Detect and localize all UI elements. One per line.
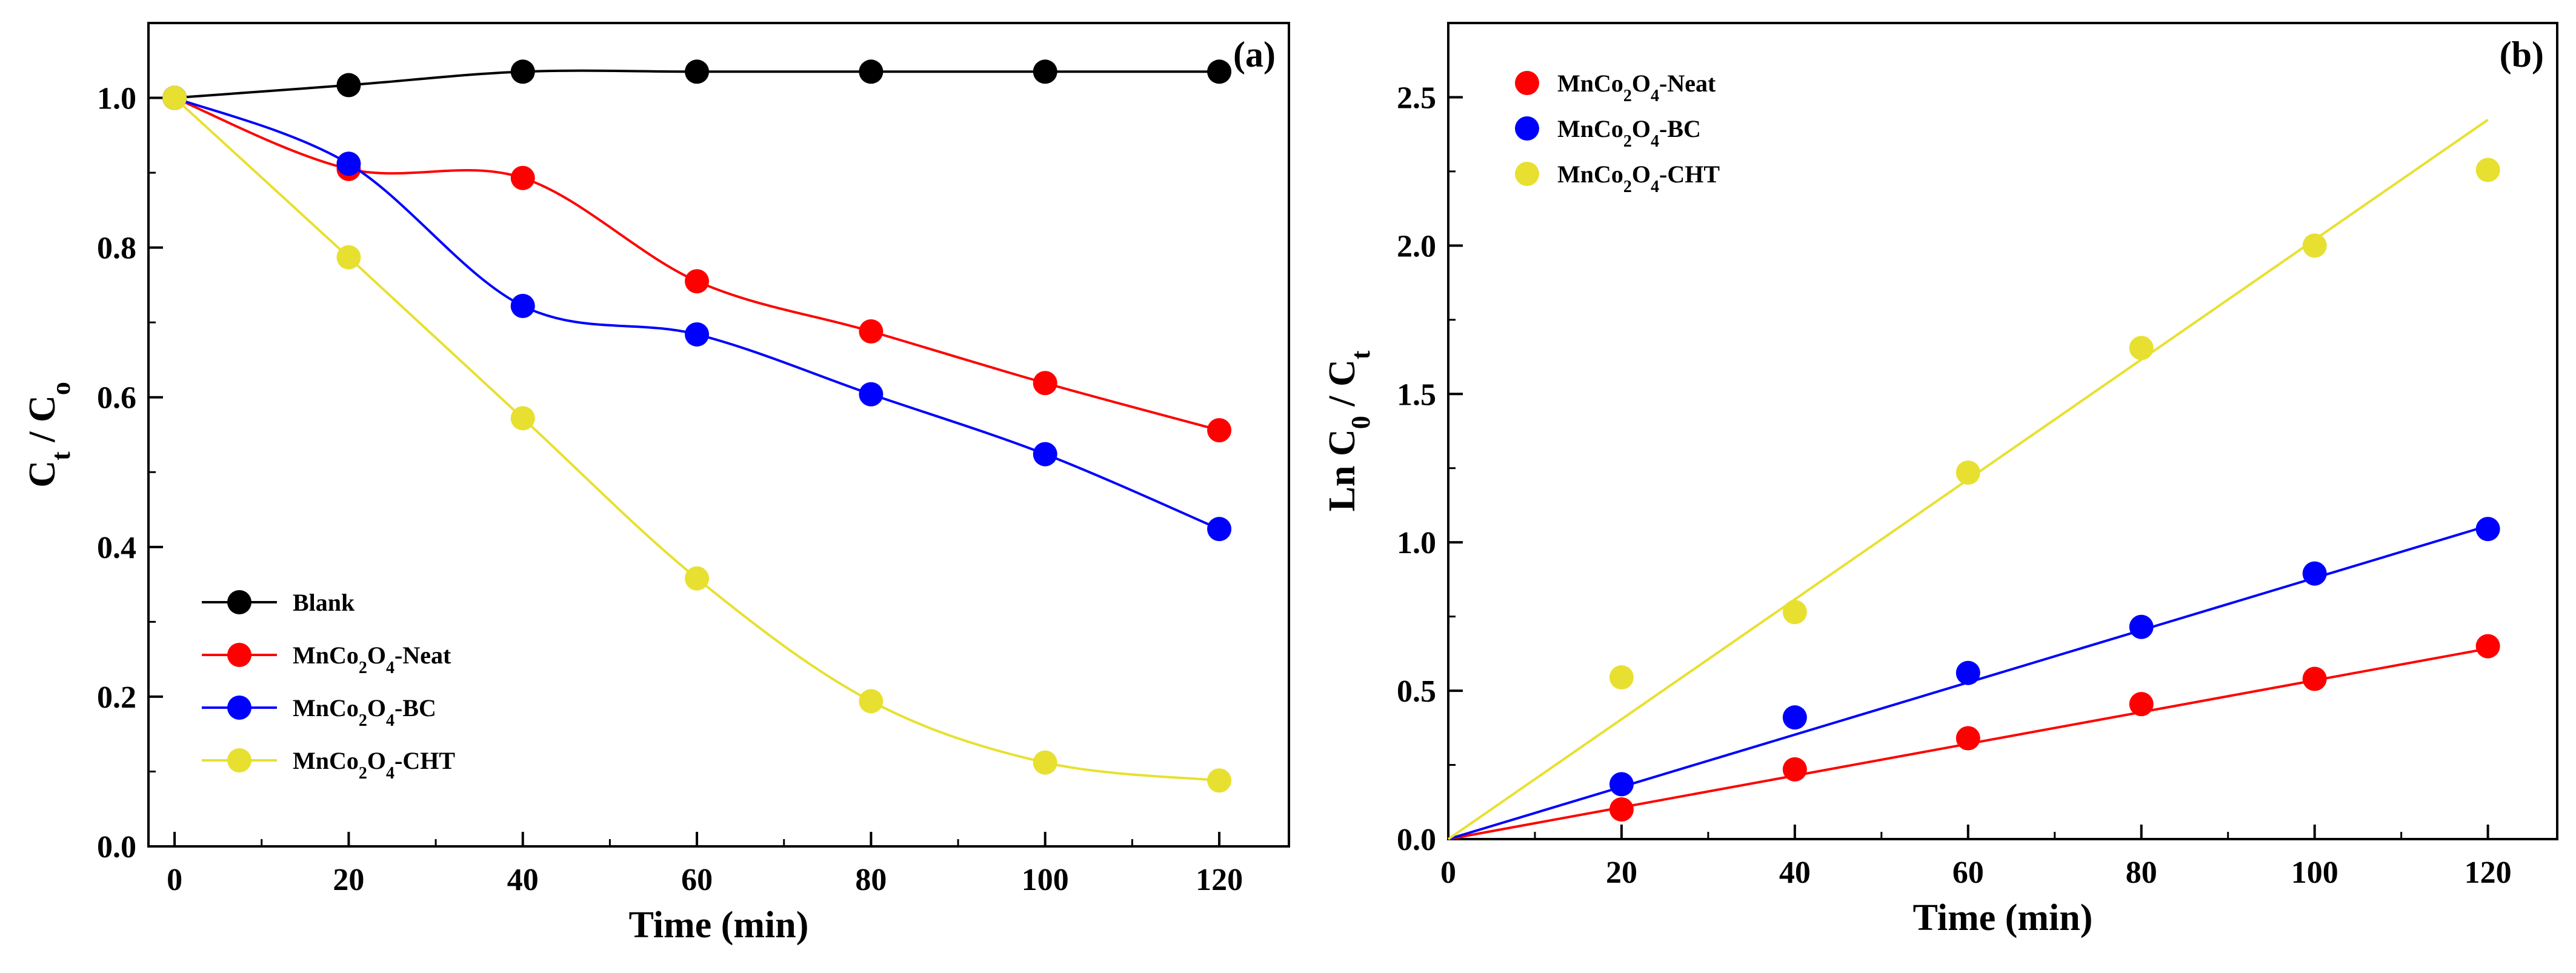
x-tick-label: 40 xyxy=(507,863,539,897)
data-point xyxy=(1955,726,1980,751)
data-point xyxy=(685,322,710,347)
x-tick-label: 120 xyxy=(1196,863,1243,897)
x-tick-label: 60 xyxy=(1952,855,1984,890)
x-tick-label: 60 xyxy=(681,863,713,897)
y-axis-title: Ln C0 / Ct xyxy=(1322,350,1376,511)
panel-label: (a) xyxy=(1233,35,1276,75)
data-point xyxy=(1609,665,1634,690)
plot-frame xyxy=(1447,22,2558,840)
x-tick-label: 20 xyxy=(1606,855,1637,890)
y-tick-label: 2.5 xyxy=(1397,81,1436,115)
data-point xyxy=(859,59,884,84)
plot-frame xyxy=(147,22,1290,848)
data-point xyxy=(1033,750,1057,775)
x-axis-title: Time (min) xyxy=(629,905,809,946)
data-point xyxy=(1033,59,1057,84)
data-point xyxy=(336,73,361,98)
series-2 xyxy=(1447,119,2500,840)
y-tick-label: 0.6 xyxy=(97,381,136,416)
chart-panel-b: 0 20 40 60 80 100 120 0.0 0.5 1.0 1.5 2.0 2.5 Time (m… xyxy=(1322,22,2558,938)
x-tick-label: 100 xyxy=(2291,855,2338,890)
y-tick-label: 0.0 xyxy=(97,830,136,865)
data-point xyxy=(510,59,535,84)
data-point xyxy=(859,689,884,714)
y-tick-label: 0.4 xyxy=(97,531,136,565)
panel-label: (b) xyxy=(2500,35,2544,75)
legend-label: MnCo2O4-Neat xyxy=(1557,70,1716,105)
data-point xyxy=(2129,336,2154,360)
data-point xyxy=(685,566,710,591)
legend-marker xyxy=(1515,71,1539,95)
data-point xyxy=(1782,705,1807,730)
x-tick-label: 120 xyxy=(2465,855,2512,890)
series-3 xyxy=(162,85,1232,793)
x-axis-title: Time (min) xyxy=(1913,897,2093,938)
legend-label: MnCo2O4-CHT xyxy=(293,747,455,783)
data-point xyxy=(2129,692,2154,717)
data-point xyxy=(859,319,884,344)
chart-panel-a: 0 20 40 60 80 100 120 0.0 0.2 0.4 0.6 0.8 1.0 Time (m… xyxy=(22,22,1290,946)
series-1 xyxy=(1448,517,2500,840)
x-tick-label: 0 xyxy=(167,863,182,897)
legend-marker xyxy=(227,643,251,667)
data-point xyxy=(336,245,361,270)
data-point xyxy=(1207,768,1232,793)
legend: Blank MnCo2O4-Neat MnCo2O4-BC MnCo2O4-CHT xyxy=(202,589,455,783)
legend-marker xyxy=(227,748,251,772)
data-point xyxy=(1955,460,1980,485)
legend-marker xyxy=(227,696,251,720)
data-point xyxy=(1782,600,1807,625)
data-point xyxy=(510,406,535,431)
y-tick-label: 1.5 xyxy=(1397,377,1436,412)
data-point xyxy=(1207,418,1232,443)
data-point xyxy=(2129,614,2154,639)
data-point xyxy=(1033,371,1057,396)
y-tick-label: 0.8 xyxy=(97,231,136,266)
data-point xyxy=(1207,59,1232,84)
data-point xyxy=(859,382,884,407)
data-point xyxy=(1207,517,1232,542)
data-point xyxy=(2302,233,2327,258)
y-axis-title: Ct / Co xyxy=(22,382,76,487)
data-point xyxy=(1955,660,1980,685)
data-point xyxy=(685,59,710,84)
x-tick-label: 20 xyxy=(333,863,364,897)
legend-label: MnCo2O4-BC xyxy=(1557,115,1701,151)
data-point xyxy=(2475,634,2500,659)
data-point xyxy=(2475,158,2500,182)
data-point xyxy=(1033,442,1057,467)
legend-label: Blank xyxy=(293,589,355,616)
data-point xyxy=(1609,772,1634,797)
data-point xyxy=(510,165,535,190)
y-tick-label: 0.5 xyxy=(1397,674,1436,709)
y-tick-label: 1.0 xyxy=(1397,526,1436,560)
legend-marker xyxy=(227,590,251,614)
y-tick-label: 1.0 xyxy=(97,82,136,116)
x-tick-label: 80 xyxy=(855,863,887,897)
legend-label: MnCo2O4-CHT xyxy=(1557,161,1720,196)
legend-marker xyxy=(1515,162,1539,186)
data-point xyxy=(1782,757,1807,782)
data-point xyxy=(2302,666,2327,691)
legend: MnCo2O4-Neat MnCo2O4-BC MnCo2O4-CHT xyxy=(1515,70,1720,196)
data-point xyxy=(2475,517,2500,542)
data-point xyxy=(2302,561,2327,586)
data-point xyxy=(685,269,710,294)
x-tick-label: 40 xyxy=(1779,855,1811,890)
legend-label: MnCo2O4-Neat xyxy=(293,642,451,677)
legend-marker xyxy=(1515,116,1539,141)
y-tick-label: 0.2 xyxy=(97,680,136,715)
x-tick-label: 0 xyxy=(1440,855,1456,890)
y-tick-label: 0.0 xyxy=(1397,823,1436,857)
x-tick-label: 100 xyxy=(1022,863,1069,897)
y-tick-label: 2.0 xyxy=(1397,229,1436,264)
data-point xyxy=(336,151,361,176)
data-point xyxy=(162,85,187,110)
legend-label: MnCo2O4-BC xyxy=(293,694,436,730)
x-tick-label: 80 xyxy=(2126,855,2157,890)
data-point xyxy=(510,294,535,319)
series-0 xyxy=(1448,634,2500,840)
data-point xyxy=(1609,797,1634,822)
